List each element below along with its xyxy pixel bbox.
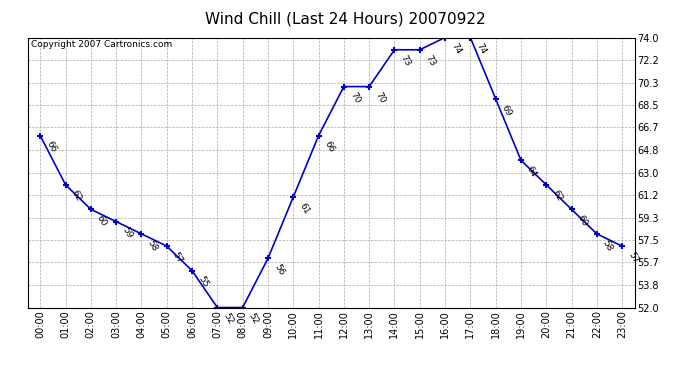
Text: 62: 62	[70, 189, 83, 203]
Text: 66: 66	[323, 140, 336, 154]
Text: 69: 69	[500, 103, 513, 117]
Text: 57: 57	[627, 250, 640, 265]
Text: 61: 61	[297, 201, 311, 216]
Text: 55: 55	[196, 275, 210, 289]
Text: 58: 58	[146, 238, 159, 252]
Text: 56: 56	[272, 262, 286, 277]
Text: 52: 52	[247, 312, 260, 326]
Text: Copyright 2007 Cartronics.com: Copyright 2007 Cartronics.com	[30, 40, 172, 49]
Text: 64: 64	[525, 164, 539, 179]
Text: 60: 60	[575, 213, 589, 228]
Text: 70: 70	[348, 91, 362, 105]
Text: 73: 73	[399, 54, 412, 68]
Text: 52: 52	[221, 312, 235, 326]
Text: 74: 74	[475, 42, 488, 56]
Text: 59: 59	[120, 226, 134, 240]
Text: 73: 73	[424, 54, 437, 68]
Text: 62: 62	[551, 189, 564, 203]
Text: 57: 57	[171, 250, 184, 265]
Text: Wind Chill (Last 24 Hours) 20070922: Wind Chill (Last 24 Hours) 20070922	[205, 11, 485, 26]
Text: 70: 70	[373, 91, 387, 105]
Text: 74: 74	[449, 42, 463, 56]
Text: 60: 60	[95, 213, 108, 228]
Text: 58: 58	[601, 238, 615, 252]
Text: 66: 66	[44, 140, 58, 154]
